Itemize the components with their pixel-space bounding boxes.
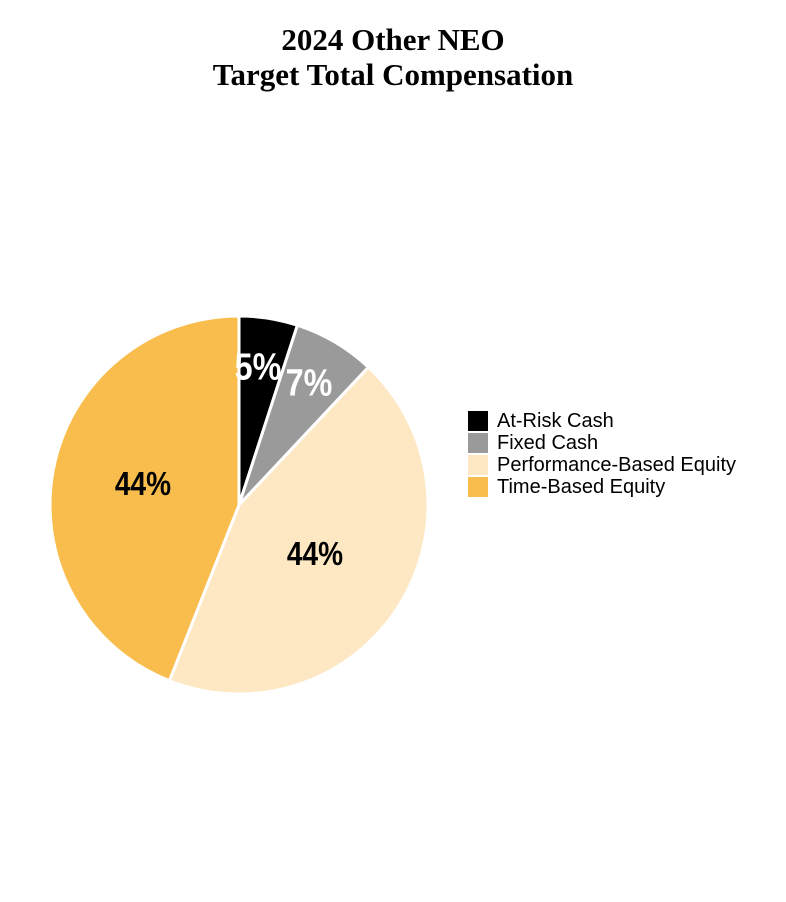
legend-item-label: Performance-Based Equity [497,454,737,476]
legend-swatch-performance-based-equity [468,455,488,475]
chart-title-line-1: 2024 Other NEO [281,22,505,57]
legend-item-label: Time-Based Equity [497,476,666,498]
slice-label-time-based-equity: 44% [114,465,172,502]
pie-slice-time-based-equity [50,316,241,683]
legend-item-time-based-equity: Time-Based Equity [468,476,736,498]
pie-chart: 5% 7% 44% 44% [50,316,428,694]
slice-label-performance-based-equity: 44% [286,535,344,572]
chart-title: 2024 Other NEO Target Total Compensation [0,22,786,92]
chart-title-line-2: Target Total Compensation [212,57,574,92]
legend-item-at-risk-cash: At-Risk Cash [468,410,736,432]
legend: At-Risk Cash Fixed Cash Performance-Base… [468,410,736,498]
legend-swatch-time-based-equity [468,477,488,497]
legend-item-label: Fixed Cash [497,432,599,454]
slice-label-fixed-cash: 7% [285,362,333,405]
slice-label-at-risk-cash: 5% [234,346,282,389]
legend-item-label: At-Risk Cash [497,410,614,432]
legend-swatch-fixed-cash [468,433,488,453]
pie-svg [50,316,428,694]
pie-slice-performance-based-equity [167,365,428,694]
legend-swatch-at-risk-cash [468,411,488,431]
legend-item-performance-based-equity: Performance-Based Equity [468,454,736,476]
legend-item-fixed-cash: Fixed Cash [468,432,736,454]
